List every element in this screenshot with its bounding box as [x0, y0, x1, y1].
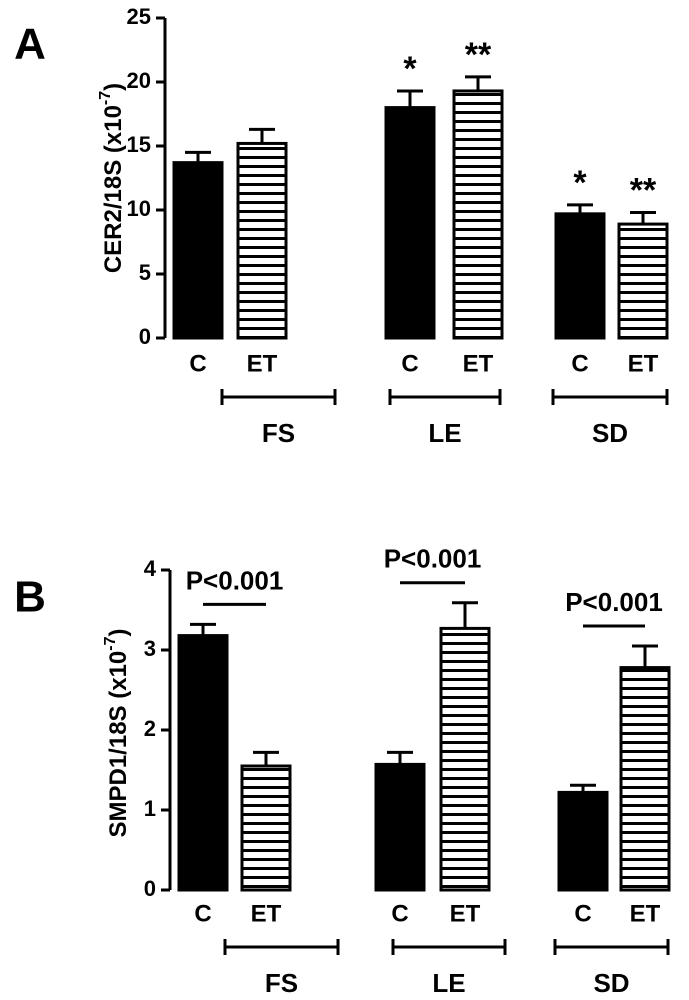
group-label: SD: [593, 968, 629, 998]
y-tick-label: 0: [139, 324, 151, 349]
bar: [452, 89, 504, 340]
x-tick-label: ET: [463, 350, 494, 377]
bar: [557, 790, 609, 892]
x-tick-label: C: [574, 900, 591, 927]
group-label: FS: [262, 418, 295, 448]
y-axis-label: SMPD1/18S (x10-7): [102, 629, 132, 838]
x-tick-label: ET: [630, 900, 661, 927]
significance-mark: **: [630, 172, 657, 210]
y-tick-label: 15: [127, 132, 151, 157]
bar: [619, 666, 671, 892]
x-tick-label: C: [189, 350, 206, 377]
panel-letter: B: [14, 573, 46, 622]
y-tick-label: 20: [127, 68, 151, 93]
y-axis-label-sup: -7: [102, 636, 119, 650]
panel-letter: A: [14, 20, 46, 69]
bar: [374, 762, 426, 892]
x-tick-label: C: [391, 900, 408, 927]
bar: [236, 141, 288, 340]
y-tick-label: 10: [127, 196, 151, 221]
y-tick-label: 0: [144, 876, 156, 901]
significance-mark: **: [465, 36, 492, 74]
y-axis-label-text: CER2/18S (x10: [100, 105, 127, 273]
y-axis-label-sup: -7: [97, 91, 114, 105]
x-tick-label: ET: [628, 350, 659, 377]
y-tick-label: 5: [139, 260, 151, 285]
x-tick-label: C: [571, 350, 588, 377]
comparison-label: P<0.001: [384, 544, 482, 574]
y-tick-label: 2: [144, 716, 156, 741]
group-label: LE: [432, 968, 465, 998]
y-tick-label: 4: [144, 556, 157, 581]
x-tick-label: C: [194, 900, 211, 927]
significance-mark: *: [573, 164, 587, 202]
bar: [177, 634, 229, 892]
comparison-label: P<0.001: [186, 565, 284, 595]
y-tick-label: 1: [144, 796, 156, 821]
group-label: FS: [265, 968, 298, 998]
comparison-label: P<0.001: [565, 587, 663, 617]
group-label: SD: [592, 418, 628, 448]
bar: [554, 212, 606, 340]
x-tick-label: ET: [450, 900, 481, 927]
y-tick-label: 3: [144, 636, 156, 661]
y-axis-label-text: SMPD1/18S (x10: [105, 651, 132, 838]
group-label: LE: [428, 418, 461, 448]
bar: [617, 222, 669, 340]
significance-mark: *: [403, 50, 417, 88]
bar: [172, 161, 224, 340]
y-axis-label-end: ): [105, 629, 132, 637]
bar: [240, 764, 292, 892]
x-tick-label: ET: [251, 900, 282, 927]
x-tick-label: ET: [247, 350, 278, 377]
bar: [384, 106, 436, 340]
x-tick-label: C: [401, 350, 418, 377]
y-tick-label: 25: [127, 4, 151, 29]
bar: [439, 626, 491, 892]
y-axis-label: CER2/18S (x10-7): [97, 83, 127, 273]
y-axis-label-end: ): [100, 83, 127, 91]
